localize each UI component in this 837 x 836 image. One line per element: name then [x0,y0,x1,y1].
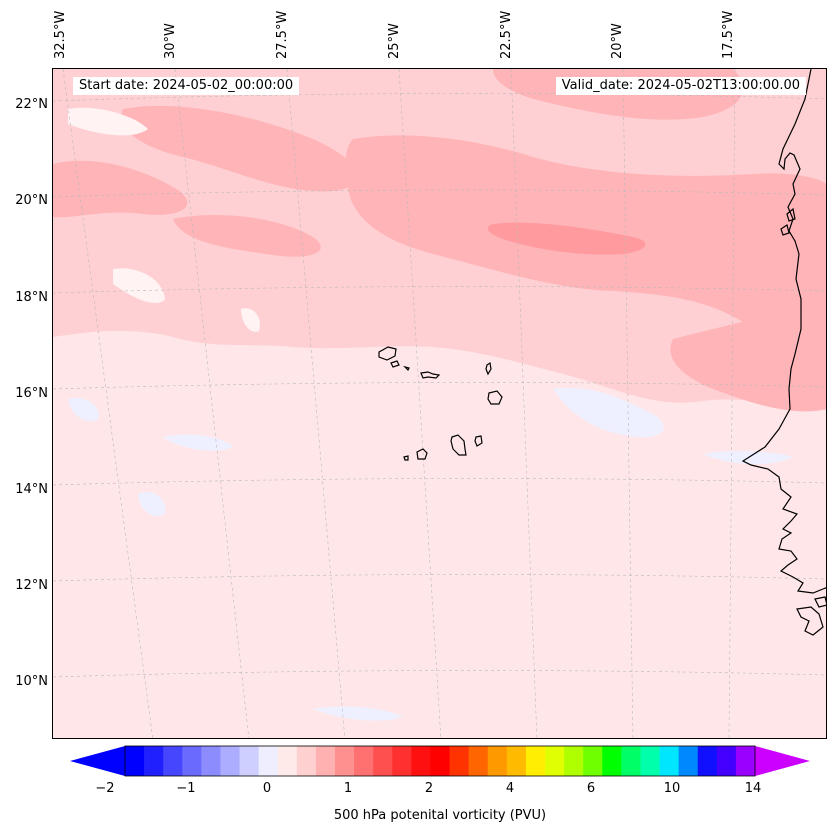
island-santo-antao [378,346,397,361]
colorbar-tick-minus-2: −2 [95,781,115,796]
graticule [53,69,826,738]
map-plot-area: Start date: 2024-05-02_00:00:00 Valid_da… [52,68,827,739]
pv-contour-mid-band-3 [345,135,826,399]
colorbar-segment [163,746,183,776]
lon-label-30w: 30°W [163,23,178,59]
colorbar-segment [506,746,527,776]
colorbar-segment [716,746,737,776]
colorbar-segment [335,746,355,776]
colorbar-tick-minus-1: −1 [176,781,196,796]
colorbar-tick-6: 6 [586,781,596,796]
colorbar-segment [354,746,374,776]
colorbar-segment [182,746,202,776]
colorbar-extend-left [70,746,125,776]
colorbar-segment [735,746,756,776]
pv-contour-mid-band-2 [173,215,321,257]
pv-contour-strong-core [487,222,646,255]
colorbar-segment [487,746,508,776]
pv-contour-mid-west [53,160,188,218]
colorbar-segment [411,746,431,776]
pv-contour-mid-band-1 [121,105,358,192]
pv-contour-pale-patch-2 [113,268,165,304]
island-brava [403,455,409,461]
colorbar-segment [640,746,661,776]
colorbar-segment [602,746,622,776]
valid-date-label: Valid_date: 2024-05-02T13:00:00.00 [555,77,806,95]
colorbar-segment [678,746,699,776]
colorbar [70,745,810,777]
colorbar-segments [125,746,756,776]
colorbar-tick-0: 0 [262,781,272,796]
island-maio [474,435,483,447]
pv-negative-patch-3 [138,491,166,517]
island-sao-vicente [390,360,400,368]
colorbar-segment [201,746,221,776]
lon-label-25w: 25°W [387,23,402,59]
colorbar-segment [621,746,641,776]
pv-negative-patch-1 [68,398,99,421]
lat-label-16n: 16°N [15,386,48,401]
colorbar-segment [277,746,298,776]
colorbar-segment [239,746,260,776]
colorbar-tick-10: 10 [663,781,681,796]
colorbar-tick-1: 1 [343,781,353,796]
pv-negative-patch-2 [163,434,233,451]
colorbar-segment [583,746,603,776]
africa-coastline-detail-2 [780,224,790,236]
colorbar-tick-14: 14 [744,781,762,796]
colorbar-segment [392,746,412,776]
colorbar-segment [296,746,317,776]
colorbar-tick-4: 4 [505,781,515,796]
colorbar-title: 500 hPa potenital vorticity (PVU) [333,808,547,823]
lon-label-20w: 20°W [610,23,625,59]
colorbar-segment [373,746,393,776]
lon-label-27-5w: 27.5°W [275,10,290,59]
colorbar-segment [697,746,718,776]
colorbar-segment [430,746,451,776]
map-canvas [53,69,826,738]
africa-coastline-detail-1 [786,207,796,222]
africa-coastline-detail-4 [814,596,826,608]
africa-coastline-detail-3 [796,606,824,636]
colorbar-segment [564,746,584,776]
colorbar-segment [545,746,565,776]
island-santiago [450,434,467,456]
island-sao-nicolau [420,371,441,379]
colorbar-outline [124,745,756,777]
lat-label-20n: 20°N [15,193,48,208]
cape-verde-islands [378,346,503,461]
colorbar-tick-2: 2 [424,781,434,796]
pv-contour-pale-patch-1 [68,107,148,136]
lon-label-17-5w: 17.5°W [721,10,736,59]
lon-label-22-5w: 22.5°W [499,10,514,59]
island-sal [485,361,492,376]
lat-label-22n: 22°N [15,97,48,112]
colorbar-segment [125,746,145,776]
lat-label-10n: 10°N [15,674,48,689]
pv-negative-patch-4 [553,388,664,438]
colorbar-segment [659,746,680,776]
colorbar-segment [468,746,489,776]
island-santa-luzia [403,365,410,372]
lat-label-14n: 14°N [15,482,48,497]
pv-negative-patch-6 [313,706,403,721]
colorbar-segment [144,746,164,776]
pv-contour-pale-patch-3 [241,308,260,332]
lon-label-32-5w: 32.5°W [53,10,68,59]
colorbar-segment [258,746,279,776]
colorbar-segment [315,746,336,776]
lat-label-12n: 12°N [15,578,48,593]
lat-label-18n: 18°N [15,290,48,305]
colorbar-segment [449,746,470,776]
island-fogo [416,448,428,460]
start-date-label: Start date: 2024-05-02_00:00:00 [73,77,300,95]
island-boa-vista [487,390,503,405]
africa-coastline [741,69,826,594]
colorbar-segment [220,746,241,776]
colorbar-extend-right [755,746,810,776]
colorbar-segment [525,746,546,776]
